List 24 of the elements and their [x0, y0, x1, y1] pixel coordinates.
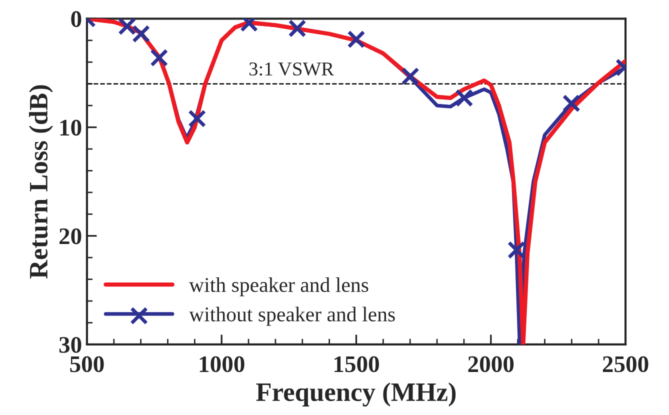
point — [401, 67, 420, 86]
x-tick-label: 1000 — [200, 356, 244, 372]
point — [347, 30, 366, 48]
annotation: 3:1 VSWR — [249, 62, 334, 76]
y-tick-label: 20 — [59, 228, 82, 244]
point — [507, 240, 526, 259]
y-axis-title: Return Loss (dB) — [29, 85, 53, 279]
x-tick-label: 500 — [70, 356, 104, 372]
y-tick-label: 30 — [59, 336, 82, 353]
y-tick-label: 10 — [60, 120, 82, 136]
point — [562, 94, 580, 112]
point — [132, 24, 150, 43]
x-tick-label: 1500 — [334, 356, 379, 372]
point — [288, 19, 306, 38]
x-tick-label: 2500 — [602, 356, 648, 372]
x-axis-title: Frequency (MHz) — [256, 382, 456, 407]
x-tick-label: 2000 — [468, 356, 514, 372]
point — [455, 88, 474, 107]
legend-label: without speaker and lens — [189, 306, 395, 326]
legend-label: with speaker and lens — [189, 277, 368, 296]
point — [118, 18, 136, 36]
y-tick-label: 0 — [71, 11, 82, 28]
point — [150, 48, 168, 67]
point — [188, 110, 206, 128]
